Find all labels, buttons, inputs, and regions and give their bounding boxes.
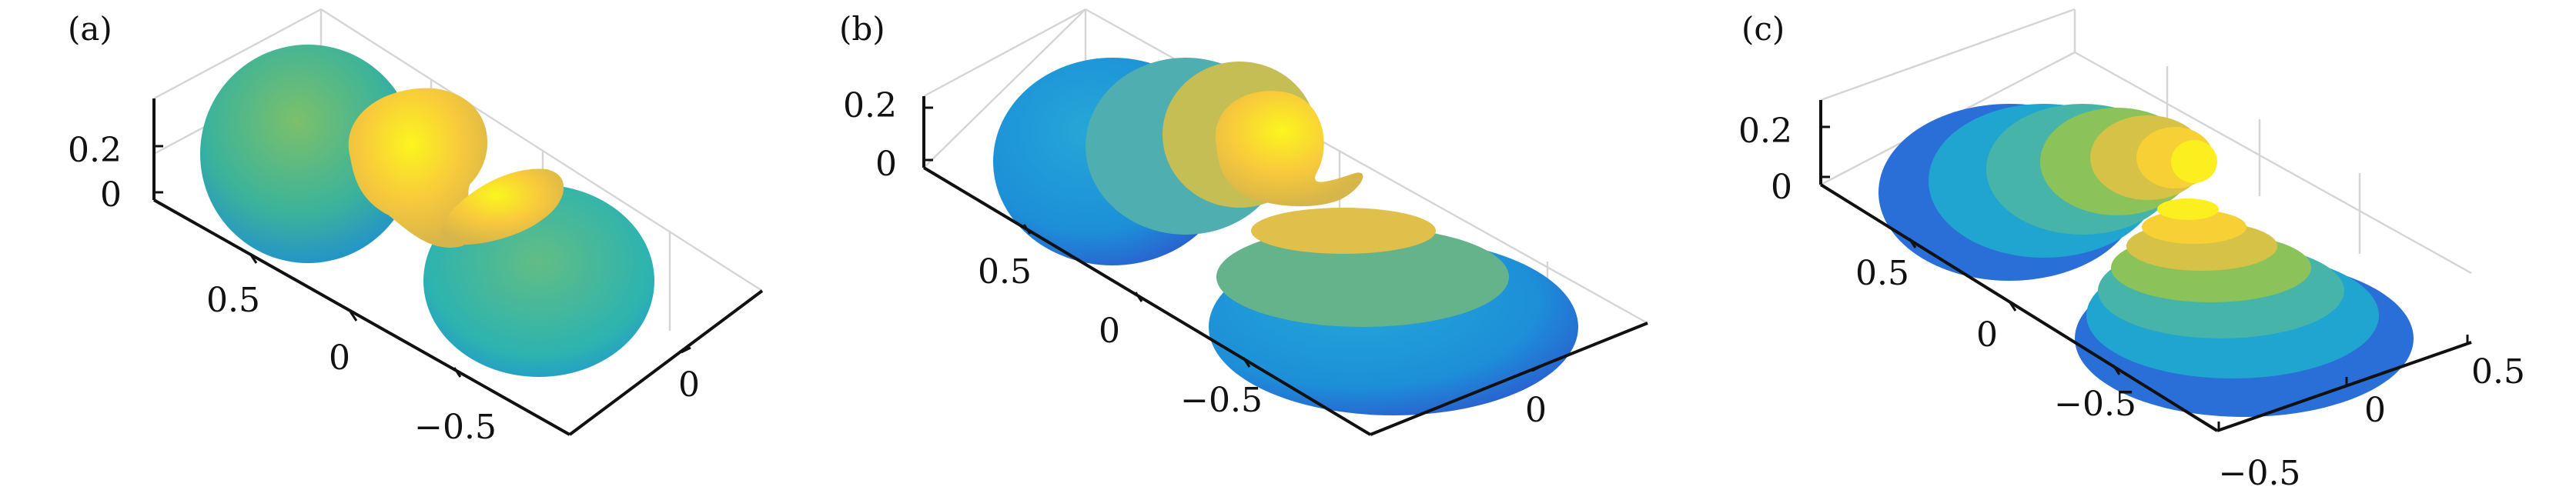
panel-a-z-tick-0: 0 xyxy=(100,175,122,215)
panel-b-axes xyxy=(922,96,1648,436)
panel-c-x-tick-1: 0 xyxy=(2364,391,2386,430)
panel-b-label: (b) xyxy=(839,10,885,48)
panel-b-y-tick-0: 0.5 xyxy=(978,252,1032,292)
panel-c-y-tick-1: 0 xyxy=(1976,315,1998,355)
panel-a-y-tick-2: −0.5 xyxy=(414,408,497,447)
panel-a-x-tick-0: 0 xyxy=(678,365,700,405)
panel-a-label: (a) xyxy=(68,10,112,48)
panel-c-z-tick-0: 0 xyxy=(1771,168,1792,207)
surface-small-lobe xyxy=(441,168,564,245)
panel-b-z-tick-1: 0.2 xyxy=(843,86,897,125)
panel-b-x-tick-0: 0 xyxy=(1525,391,1547,430)
panel-c-label: (c) xyxy=(1741,10,1785,48)
surface-back-lobe-2 xyxy=(1216,227,1509,327)
surface-peak-lobe xyxy=(1215,91,1363,207)
panel-b-surface xyxy=(993,58,1578,415)
panel-c-x-tick-2: 0.5 xyxy=(2471,352,2525,392)
panel-a-axes xyxy=(152,98,764,436)
panel-c: (c) 0 0.2 0.5 0 −0.5 −0.5 0 0.5 xyxy=(1738,8,2525,493)
panel-b-y-tick-1: 0 xyxy=(1099,312,1120,351)
panel-a-surface xyxy=(200,45,654,377)
panel-c-y-tick-2: −0.5 xyxy=(2054,385,2136,424)
panel-a-z-tick-1: 0.2 xyxy=(68,131,122,170)
panel-a: (a) 0 0.2 0.5 0 −0.5 0 xyxy=(68,8,764,447)
panel-c-axes xyxy=(1819,100,2472,432)
panel-a-y-tick-0: 0.5 xyxy=(206,281,260,320)
panel-b: (b) 0 0.2 0.5 0 −0.5 0 xyxy=(839,8,1648,436)
surface-back-ring-6 xyxy=(2142,210,2246,244)
surface-ring-7 xyxy=(2171,140,2217,183)
surface-back-lobe-3 xyxy=(1251,208,1436,254)
panel-b-y-tick-2: −0.5 xyxy=(1180,381,1263,420)
surface-main-lobe xyxy=(200,45,416,263)
panel-c-surface xyxy=(1878,104,2414,417)
panel-c-x-tick-0: −0.5 xyxy=(2219,454,2301,493)
surface-mid-lobe xyxy=(348,88,488,248)
surface-back-ring-7 xyxy=(2157,198,2219,220)
panel-a-y-tick-1: 0 xyxy=(329,338,350,378)
panel-c-z-tick-1: 0.2 xyxy=(1738,112,1792,151)
panel-c-y-tick-0: 0.5 xyxy=(1855,254,1909,293)
panel-b-z-tick-0: 0 xyxy=(875,145,897,184)
